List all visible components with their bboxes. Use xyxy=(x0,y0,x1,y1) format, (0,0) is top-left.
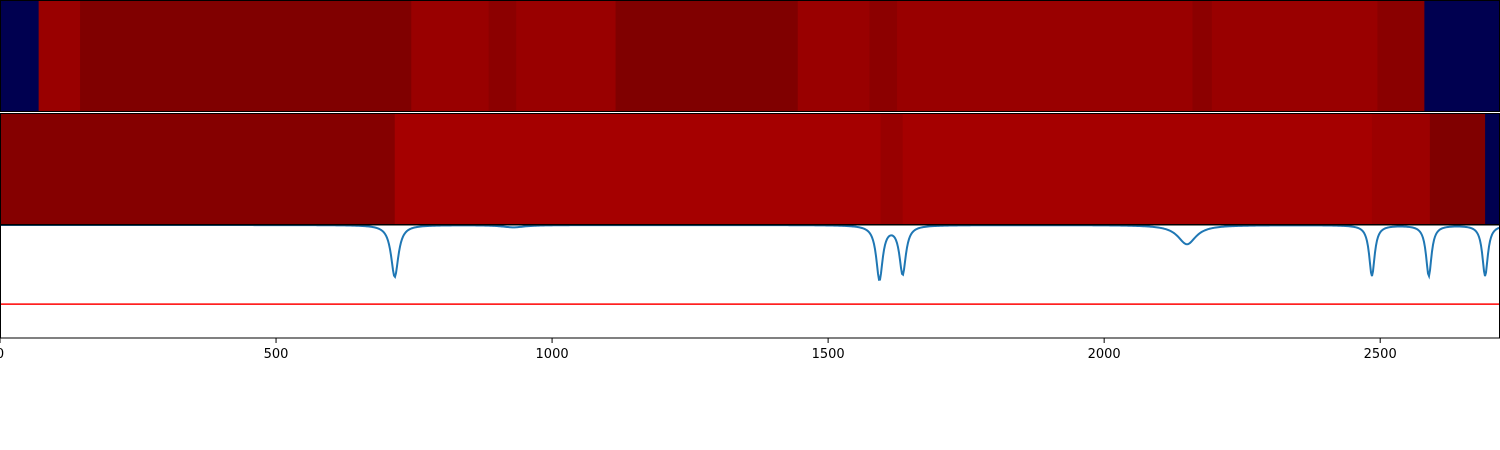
segment-track-1-segment-11 xyxy=(1211,0,1378,112)
x-tick-label-1000: 1000 xyxy=(536,347,569,362)
segment-track-1-segment-7 xyxy=(797,0,871,112)
segment-track-2 xyxy=(0,113,1500,225)
segment-track-1-segment-6 xyxy=(615,0,799,112)
segment-track-2-segment-3 xyxy=(902,113,1373,225)
heatmap-panels xyxy=(0,0,1500,225)
segment-track-2-segment-1 xyxy=(394,113,882,225)
segment-track-1-segment-1 xyxy=(38,0,81,112)
x-tick-label-500: 500 xyxy=(264,347,289,362)
segment-track-1-segment-10 xyxy=(1192,0,1213,112)
segment-track-1-segment-5 xyxy=(516,0,617,112)
segment-track-1-segment-13 xyxy=(1424,0,1500,112)
segment-track-1-segment-2 xyxy=(80,0,412,112)
x-tick-label-1500: 1500 xyxy=(812,347,845,362)
segment-track-2-segment-5 xyxy=(1429,113,1486,225)
segment-track-1 xyxy=(0,0,1500,112)
segment-track-2-segment-0 xyxy=(0,113,396,225)
segment-track-2-segment-4 xyxy=(1371,113,1431,225)
segment-track-1-segment-3 xyxy=(411,0,490,112)
segment-track-1-segment-12 xyxy=(1377,0,1425,112)
segment-track-1-segment-8 xyxy=(869,0,898,112)
x-axis: 0 500 1000 1500 2000 2500 xyxy=(0,338,1397,362)
segment-track-1-segment-9 xyxy=(897,0,1193,112)
segment-track-1-segment-4 xyxy=(488,0,517,112)
x-tick-label-2000: 2000 xyxy=(1088,347,1121,362)
segment-track-2-segment-6 xyxy=(1485,113,1500,225)
segment-track-1-segment-0 xyxy=(0,0,40,112)
x-tick-label-0: 0 xyxy=(0,347,4,362)
x-tick-label-2500: 2500 xyxy=(1364,347,1397,362)
segment-track-2-segment-2 xyxy=(880,113,904,225)
